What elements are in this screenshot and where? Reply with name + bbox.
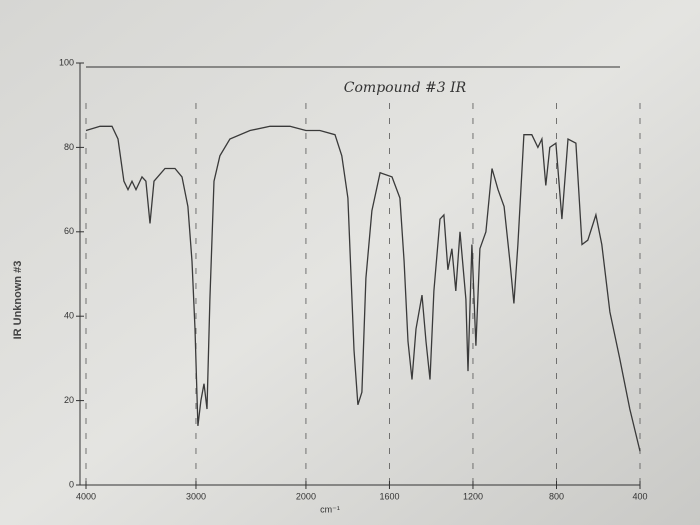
x-tick-label: 3000 (186, 491, 206, 501)
x-tick-label: 1600 (379, 491, 399, 501)
x-tick-label: 2000 (296, 491, 316, 501)
y-tick-label: 0 (69, 479, 74, 489)
x-tick-label: 400 (632, 491, 647, 501)
y-tick-label: 60 (64, 226, 74, 236)
y-tick-label: 40 (64, 311, 74, 321)
x-tick-label: 1200 (463, 491, 483, 501)
side-label: IR Unknown #3 (12, 261, 24, 340)
y-tick-label: 100 (59, 57, 74, 67)
x-axis-label: cm⁻¹ (320, 504, 340, 514)
spectrum-line (85, 125, 641, 452)
x-tick-label: 800 (549, 491, 564, 501)
chart-title: Compound #3 IR (344, 80, 467, 96)
y-tick-label: 80 (64, 142, 74, 152)
x-tick-label: 4000 (76, 491, 96, 501)
y-tick-label: 20 (64, 395, 74, 405)
